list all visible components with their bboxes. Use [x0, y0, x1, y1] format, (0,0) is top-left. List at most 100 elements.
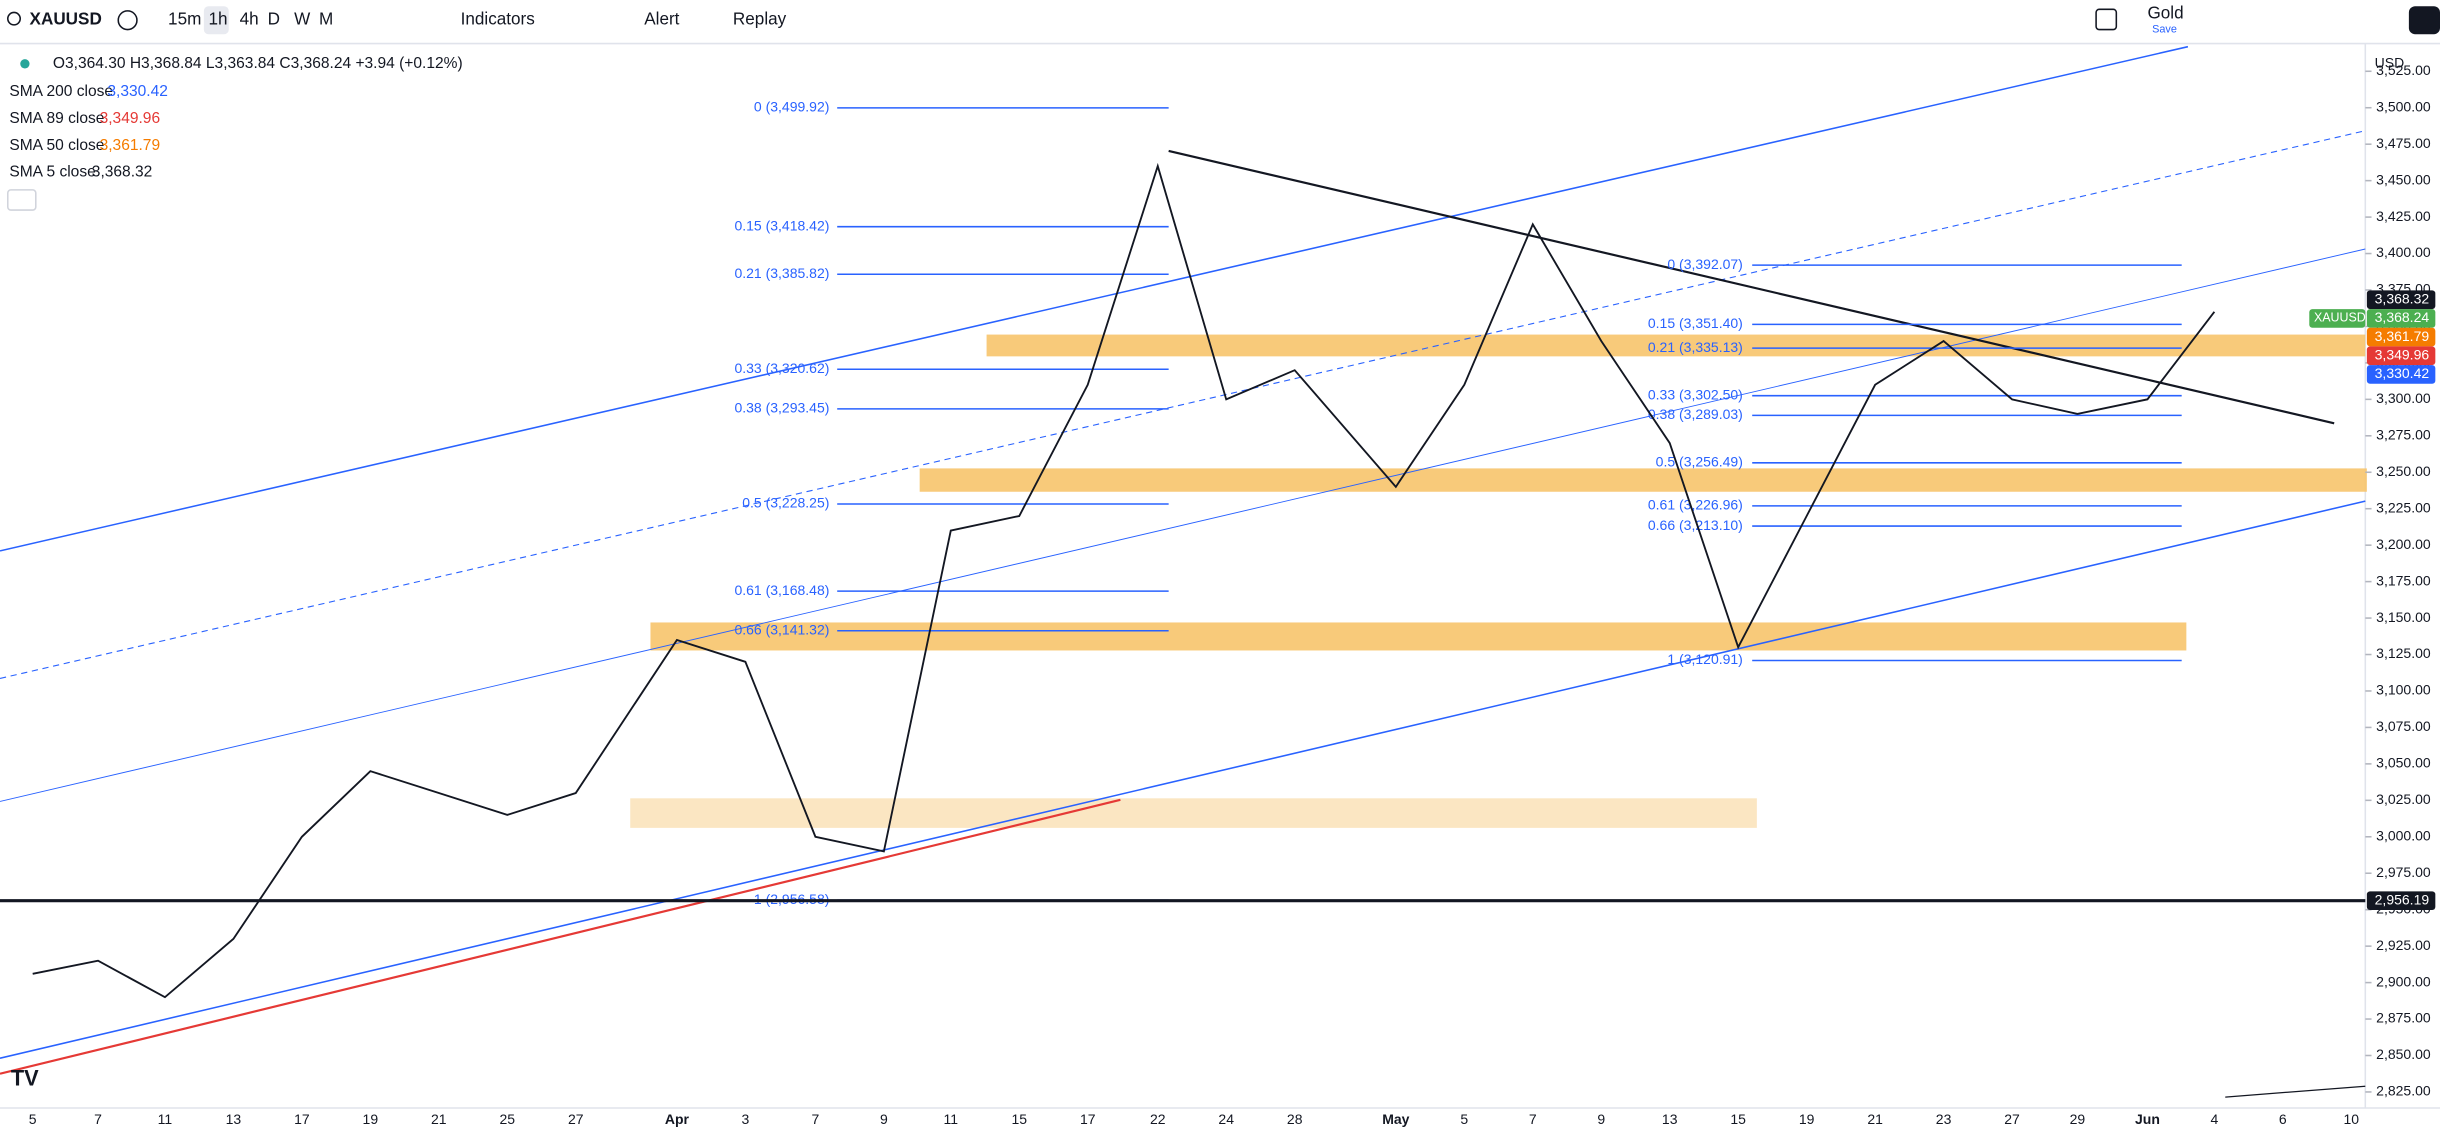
y-tick-label: 3,100.00: [2376, 682, 2431, 698]
fib-label: 0.5 (3,256.49): [1656, 453, 1743, 469]
fib-label: 0.33 (3,320.62): [734, 360, 829, 376]
layout-icon[interactable]: [2095, 8, 2118, 31]
x-tick-label: 25: [500, 1111, 516, 1127]
price-tag: [2366, 346, 2436, 366]
study-value: 3,349.96: [100, 110, 161, 127]
x-tick-label: 21: [1867, 1111, 1883, 1127]
x-tick-label: 13: [226, 1111, 242, 1127]
y-tick-label: 3,050.00: [2376, 755, 2431, 771]
y-tick-label: 3,400.00: [2376, 244, 2431, 260]
plot: 3,525.00 3,500.00 3,475.00 3,450.00 3,425.00…: [0, 45, 2436, 1127]
fib-label: 0.33 (3,302.50): [1648, 386, 1743, 402]
y-tick-label: 3,200.00: [2376, 536, 2431, 552]
study-value: 3,368.32: [92, 164, 153, 181]
price-line: [32, 162, 2216, 999]
x-tick-label: 11: [944, 1111, 959, 1127]
symbol-tag: [2309, 309, 2366, 328]
x-tick-label: 27: [568, 1111, 584, 1127]
fib-label: 0.66 (3,141.32): [734, 621, 829, 637]
x-tick-label: 19: [363, 1111, 379, 1127]
x-tick-label: Apr: [665, 1111, 690, 1127]
price-tag-label: 3,349.96: [2375, 346, 2430, 362]
y-tick-label: 3,150.00: [2376, 609, 2431, 625]
fib-label: 0.15 (3,351.40): [1648, 315, 1743, 331]
y-tick-label: 2,875.00: [2376, 1010, 2431, 1026]
zone: [630, 798, 1757, 828]
trend-line: [0, 130, 2366, 680]
y-tick-label: 3,075.00: [2376, 718, 2431, 734]
price-tag-label: 2,956.19: [2375, 891, 2430, 907]
y-tick-label: 3,475.00: [2376, 135, 2431, 151]
x-tick-label: 22: [1150, 1111, 1166, 1127]
y-tick-label: 3,000.00: [2376, 827, 2431, 843]
x-tick-label: 7: [1529, 1111, 1537, 1127]
y-tick-label: 3,300.00: [2376, 390, 2431, 406]
y-tick-label: 3,500.00: [2376, 98, 2431, 114]
study-name: SMA 5 close: [9, 164, 95, 181]
add-symbol[interactable]: [117, 10, 138, 31]
y-tick-label: 3,425.00: [2376, 208, 2431, 224]
x-tick-label: 5: [29, 1111, 37, 1127]
interval-button[interactable]: M: [319, 10, 333, 29]
x-tick-label: 7: [812, 1111, 820, 1127]
interval-button[interactable]: 1h: [209, 10, 228, 29]
price-tag-label: 3,361.79: [2375, 328, 2430, 344]
y-tick-label: 2,825.00: [2376, 1083, 2431, 1099]
save-label[interactable]: Save: [2152, 23, 2177, 35]
fib-label: 0.15 (3,418.42): [734, 217, 829, 233]
interval-button[interactable]: D: [268, 10, 280, 29]
price-tag: [2366, 309, 2436, 328]
logo: TV: [11, 1066, 39, 1091]
y-tick-label: 3,450.00: [2376, 171, 2431, 187]
fib-label: 0 (3,499.92): [754, 99, 829, 115]
x-tick-label: 5: [1460, 1111, 1468, 1127]
symbol[interactable]: XAUUSD: [30, 10, 102, 29]
y-tick-label: 3,275.00: [2376, 427, 2431, 443]
y-tick-label: 2,900.00: [2376, 973, 2431, 989]
interval-button[interactable]: 4h: [240, 10, 259, 29]
watch-name[interactable]: Gold: [2147, 4, 2183, 23]
price-tag-label: 3,368.24: [2375, 309, 2430, 325]
x-tick-label: 17: [1080, 1111, 1096, 1127]
alert-button[interactable]: Alert: [644, 10, 679, 29]
x-tick-label: 3: [741, 1111, 749, 1127]
status-dot: [20, 59, 30, 69]
fib-label: 0.5 (3,228.25): [742, 495, 829, 511]
interval-button[interactable]: 15m: [168, 10, 201, 29]
y-tick-label: 2,850.00: [2376, 1046, 2431, 1062]
fib-label: 0.61 (3,226.96): [1648, 497, 1743, 513]
price-tag: [2366, 290, 2436, 310]
currency[interactable]: USD: [2375, 55, 2405, 71]
replay-button[interactable]: Replay: [733, 10, 787, 29]
profile-button[interactable]: [2408, 6, 2440, 35]
trend-line: [0, 798, 1121, 1075]
interval-active: [203, 6, 229, 35]
search-icon[interactable]: [7, 11, 22, 26]
x-tick-label: 15: [1730, 1111, 1746, 1127]
interval-button[interactable]: W: [294, 10, 311, 29]
study-value: 3,330.42: [107, 83, 168, 100]
fib-label: 0 (3,392.07): [1667, 256, 1742, 272]
collapse-button[interactable]: [7, 189, 37, 211]
x-tick-label: 15: [1011, 1111, 1027, 1127]
x-tick-label: 19: [1799, 1111, 1815, 1127]
x-tick-label: 11: [158, 1111, 173, 1127]
indicators-button[interactable]: Indicators: [461, 10, 535, 29]
x-tick-label: 24: [1218, 1111, 1234, 1127]
y-tick-label: 2,925.00: [2376, 937, 2431, 953]
trend-line: [0, 248, 2366, 802]
x-tick-label: 28: [1287, 1111, 1303, 1127]
ohlc: O3,364.30 H3,368.84 L3,363.84 C3,368.24 …: [53, 55, 463, 72]
fib-label: 0.61 (3,168.48): [734, 582, 829, 598]
x-tick-label: 27: [2004, 1111, 2020, 1127]
x-tick-label: 13: [1662, 1111, 1678, 1127]
trend-line: [1168, 149, 2335, 425]
x-tick-label: 9: [880, 1111, 888, 1127]
x-tick-label: 17: [294, 1111, 310, 1127]
price-tag: [2366, 365, 2436, 384]
fib-label: 0.21 (3,385.82): [734, 265, 829, 281]
legend: O3,364.30 H3,368.84 L3,363.84 C3,368.24 …: [7, 55, 463, 211]
x-tick-label: May: [1382, 1111, 1409, 1127]
